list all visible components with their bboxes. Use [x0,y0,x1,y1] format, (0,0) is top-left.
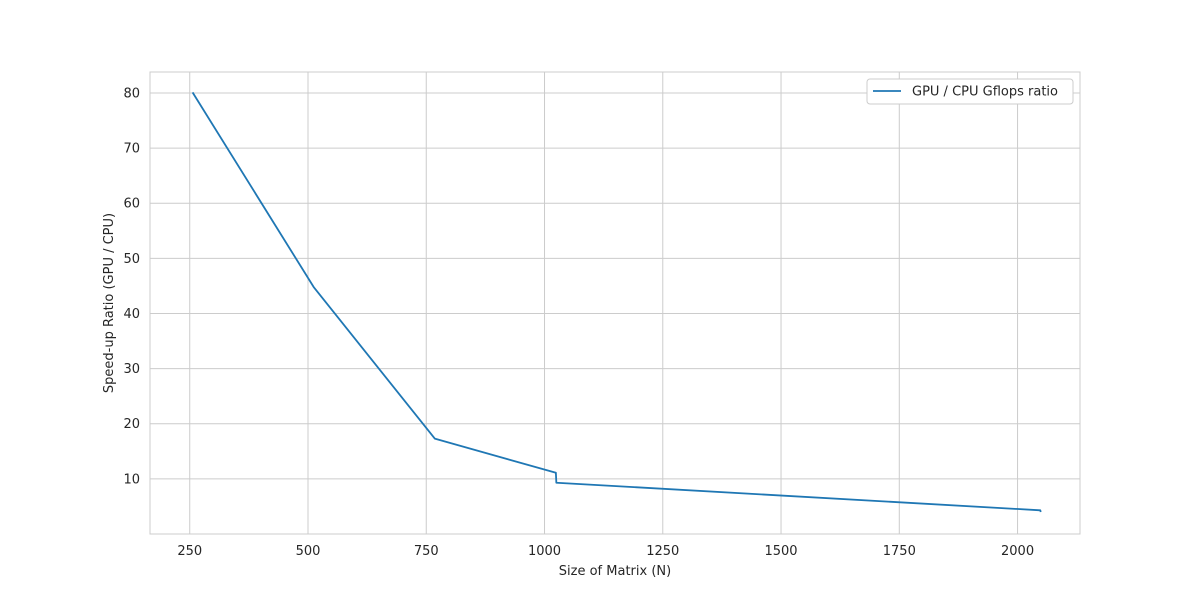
x-tick-label: 1250 [646,544,679,559]
y-axis-ticks: 10 20 30 40 50 60 70 80 [123,86,140,487]
grid [150,72,1080,534]
legend-box [866,78,1074,105]
x-tick-label: 1750 [883,544,916,559]
y-tick-label: 80 [123,86,140,101]
y-tick-label: 10 [123,472,140,487]
y-tick-label: 60 [123,197,140,212]
x-axis-label: Size of Matrix (N) [559,564,671,579]
x-tick-label: 750 [414,544,439,559]
series-line [191,91,1042,513]
y-tick-label: 30 [123,362,140,377]
plot-frame [149,71,1081,535]
legend-label: GPU / CPU Gflops ratio [912,85,1058,100]
x-tick-label: 1500 [764,544,797,559]
y-tick-label: 50 [123,252,140,267]
y-tick-label: 40 [123,307,140,322]
y-axis-label: Speed-up Ratio (GPU / CPU) [102,213,117,393]
x-tick-label: 1000 [528,544,561,559]
legend: GPU / CPU Gflops ratio [866,78,1074,105]
x-axis-ticks: 250 500 750 1000 1250 1500 1750 2000 [177,544,1034,559]
plot-area [150,72,1080,534]
x-tick-label: 2000 [1001,544,1034,559]
series-layer [191,91,1042,513]
x-tick-label: 500 [296,544,321,559]
y-tick-label: 70 [123,142,140,157]
y-tick-label: 20 [123,417,140,432]
x-tick-label: 250 [177,544,202,559]
